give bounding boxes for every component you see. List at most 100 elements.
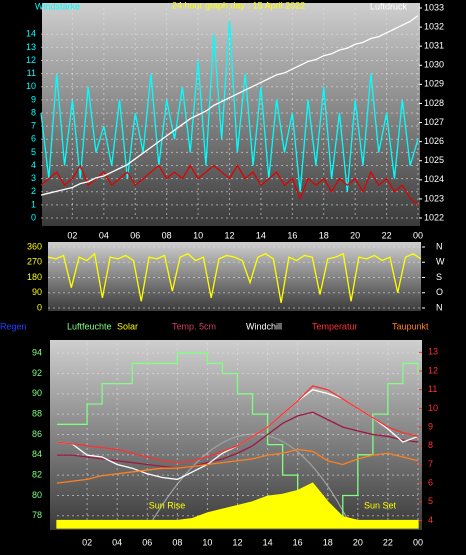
series-line bbox=[40, 21, 419, 192]
y-tick-label: 4 bbox=[31, 160, 36, 170]
y2-tick-label: 1023 bbox=[424, 193, 444, 203]
x-tick-label: 00 bbox=[413, 230, 423, 240]
plot-bg bbox=[50, 340, 422, 530]
y2-tick-label: 1029 bbox=[424, 79, 444, 89]
x-tick-label: 20 bbox=[353, 537, 363, 547]
x-tick-label: 14 bbox=[256, 230, 266, 240]
legend-entry: Regen bbox=[0, 321, 27, 331]
y2-tick-label: 1027 bbox=[424, 117, 444, 127]
x-tick-label: 12 bbox=[224, 230, 234, 240]
y2-tick-label: 1030 bbox=[424, 60, 444, 70]
x-tick-label: 06 bbox=[142, 537, 152, 547]
y-tick-label: 270 bbox=[27, 257, 42, 267]
x-tick-label: 22 bbox=[383, 537, 393, 547]
y-tick-label: 12 bbox=[26, 55, 36, 65]
y2-tick-label: 5 bbox=[428, 496, 433, 506]
legend-entry: Temperatur bbox=[312, 321, 358, 331]
y-tick-label: 94 bbox=[32, 348, 42, 358]
y-tick-label: 11 bbox=[27, 68, 36, 78]
y2-tick-label: O bbox=[436, 287, 443, 297]
y-tick-label: 90 bbox=[32, 287, 42, 297]
y-tick-label: 88 bbox=[32, 409, 42, 419]
y-tick-label: 9 bbox=[31, 94, 36, 104]
y2-tick-label: 13 bbox=[428, 347, 438, 357]
y-tick-label: 0 bbox=[37, 302, 42, 312]
series-line bbox=[56, 448, 419, 484]
y2-tick-label: 1033 bbox=[424, 2, 444, 12]
y2-tick-label: 4 bbox=[428, 515, 433, 525]
y2-tick-label: N bbox=[436, 241, 443, 251]
y-tick-label: 5 bbox=[31, 147, 36, 157]
y-tick-label: 6 bbox=[31, 134, 36, 144]
y-tick-label: 92 bbox=[32, 368, 42, 378]
y2-tick-label: 8 bbox=[428, 440, 433, 450]
y2-tick-label: 1031 bbox=[424, 41, 444, 51]
y2-tick-label: 7 bbox=[428, 459, 433, 469]
y-tick-label: 0 bbox=[31, 212, 36, 222]
y2-tick-label: 9 bbox=[428, 421, 433, 431]
x-tick-label: 12 bbox=[232, 537, 242, 547]
y-tick-label: 86 bbox=[32, 429, 42, 439]
legend-entry: Solar bbox=[117, 321, 138, 331]
y-tick-label: 7 bbox=[31, 121, 36, 131]
plot-bg bbox=[48, 242, 421, 311]
y2-tick-label: 10 bbox=[428, 403, 438, 413]
x-tick-label: 00 bbox=[413, 537, 423, 547]
annotation: Sun Set bbox=[364, 500, 397, 510]
series-line bbox=[56, 385, 419, 464]
y2-tick-label: 6 bbox=[428, 478, 433, 488]
y2-tick-label: N bbox=[436, 302, 443, 312]
x-tick-label: 16 bbox=[287, 230, 297, 240]
series-line bbox=[57, 411, 419, 469]
x-tick-label: 10 bbox=[202, 537, 212, 547]
y2-tick-label: W bbox=[436, 257, 445, 267]
annotation: Sun Rise bbox=[149, 500, 186, 510]
y2-tick-label: 1024 bbox=[424, 174, 444, 184]
series-line bbox=[40, 164, 419, 206]
x-tick-label: 02 bbox=[67, 230, 77, 240]
x-tick-label: 14 bbox=[263, 537, 273, 547]
y2-axis-label: Luftdruck bbox=[370, 1, 408, 11]
y2-tick-label: 12 bbox=[428, 365, 438, 375]
legend-entry: Temp. 5cm bbox=[172, 321, 216, 331]
y2-tick-label: S bbox=[436, 272, 442, 282]
y2-tick-label: 1026 bbox=[424, 136, 444, 146]
x-tick-label: 16 bbox=[293, 537, 303, 547]
y-tick-label: 3 bbox=[31, 173, 36, 183]
x-tick-label: 06 bbox=[130, 230, 140, 240]
chart-title: 24 hour graph day : 15 April 2022 bbox=[172, 0, 305, 10]
y-tick-label: 14 bbox=[26, 29, 36, 39]
y2-tick-label: 1022 bbox=[424, 212, 444, 222]
y-tick-label: 82 bbox=[32, 470, 42, 480]
y-tick-label: 360 bbox=[27, 241, 42, 251]
y-axis-label: Windstärke bbox=[35, 1, 80, 11]
y-tick-label: 1 bbox=[31, 199, 36, 209]
x-tick-label: 08 bbox=[172, 537, 182, 547]
y2-tick-label: 1025 bbox=[424, 155, 444, 165]
y2-tick-label: 1028 bbox=[424, 98, 444, 108]
y-tick-label: 84 bbox=[32, 449, 42, 459]
y-tick-label: 78 bbox=[32, 510, 42, 520]
x-tick-label: 08 bbox=[162, 230, 172, 240]
x-tick-label: 20 bbox=[350, 230, 360, 240]
legend-entry: Taupunkt bbox=[392, 321, 429, 331]
series-line bbox=[47, 252, 422, 304]
legend-entry: Luftfeuchte bbox=[67, 321, 112, 331]
x-tick-label: 18 bbox=[323, 537, 333, 547]
x-tick-label: 02 bbox=[82, 537, 92, 547]
x-tick-label: 04 bbox=[99, 230, 109, 240]
area bbox=[56, 482, 419, 529]
y-tick-label: 8 bbox=[31, 107, 36, 117]
x-tick-label: 04 bbox=[112, 537, 122, 547]
y2-tick-label: 11 bbox=[428, 384, 437, 394]
y-tick-label: 10 bbox=[26, 81, 36, 91]
x-tick-label: 22 bbox=[382, 230, 392, 240]
y-tick-label: 180 bbox=[27, 272, 42, 282]
legend-entry: Windchill bbox=[246, 321, 282, 331]
series-line bbox=[40, 15, 419, 196]
y-tick-label: 13 bbox=[26, 42, 36, 52]
x-tick-label: 10 bbox=[193, 230, 203, 240]
y-tick-label: 2 bbox=[31, 186, 36, 196]
x-tick-label: 18 bbox=[319, 230, 329, 240]
